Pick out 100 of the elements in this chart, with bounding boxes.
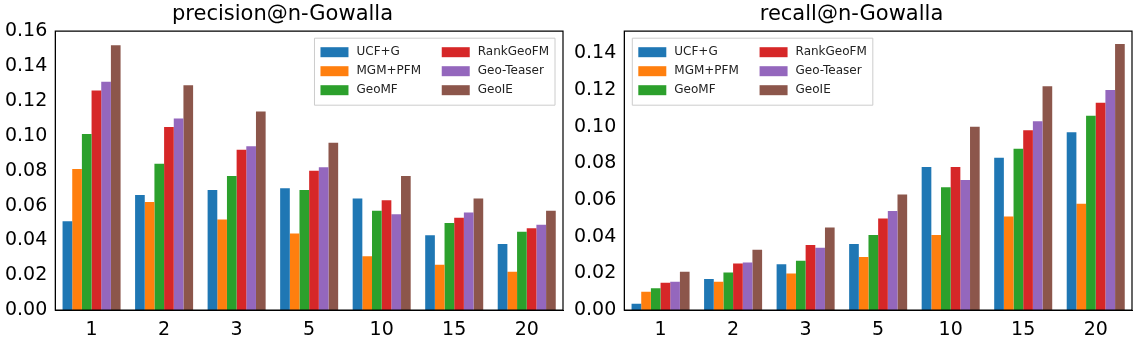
legend-label: Geo-Teaser [477,63,544,78]
bar [91,90,102,311]
legend-label: GeoMF [674,82,716,97]
bar [72,168,82,311]
bar [381,200,392,311]
bar [526,228,537,311]
y-tick-label: 0.12 [573,76,617,99]
x-tick-label: 1 [654,316,667,339]
bar [752,249,763,311]
x-tick-label: 15 [442,316,467,339]
bar [318,167,329,311]
legend-label: UCF+G [356,44,400,59]
y-tick-label: 0.12 [4,87,48,110]
y-tick-label: 0.08 [4,157,48,180]
bar [425,235,435,311]
bar [154,163,165,311]
bar [372,210,382,311]
bar [391,214,402,311]
x-tick-label: 20 [1083,316,1108,339]
bar [280,188,290,311]
legend-label: UCF+G [674,44,718,59]
bar [217,219,227,311]
bar [463,212,474,311]
bar [776,264,787,311]
bar [309,170,319,311]
y-tick-label: 0.14 [573,40,617,63]
bar [164,127,174,311]
bar [507,271,518,311]
chart-title: recall@n-Gowalla [759,1,944,26]
bar [815,247,825,311]
bar [81,134,92,311]
bar [362,256,373,311]
bar [1076,203,1087,311]
legend-label: Geo-Teaser [795,63,862,78]
x-tick-label: 15 [1011,316,1036,339]
legend-label: RankGeoFM [477,44,549,59]
bar [299,189,310,311]
bar [1066,132,1077,311]
bar [328,142,339,311]
y-tick-label: 0.06 [573,187,617,210]
bar [226,175,237,311]
bar [497,243,508,311]
bar [868,234,879,311]
bar [931,234,942,311]
bar [536,224,547,311]
bar [546,210,556,311]
bar [101,81,111,311]
bar [704,279,714,311]
bar [650,288,661,311]
bar [887,211,898,311]
bar [289,233,300,311]
chart-title: precision@n-Gowalla [171,1,394,26]
bar [670,281,680,311]
bar [401,175,411,311]
bar [897,194,908,311]
bar [824,227,835,311]
bar [1042,86,1053,311]
x-tick-label: 20 [514,316,539,339]
x-tick-label: 10 [369,316,394,339]
bar [352,198,363,311]
bar [1023,130,1033,311]
legend-label: RankGeoFM [795,44,867,59]
bar [805,245,816,311]
bar [849,244,859,311]
bar [994,157,1004,311]
y-tick-label: 0.08 [573,150,617,173]
bar [246,146,256,311]
bar [236,149,247,311]
x-tick-label: 5 [303,316,316,339]
bar [795,260,806,311]
y-tick-label: 0.00 [4,297,48,320]
bar [858,256,869,311]
bar [135,195,145,311]
bar [960,179,971,311]
bar [1032,121,1043,311]
bar [144,202,155,311]
bar [723,272,734,311]
bar [921,167,932,311]
bar [713,281,724,311]
x-tick-label: 3 [230,316,243,339]
x-tick-label: 10 [938,316,963,339]
bar [679,271,690,311]
bar [454,217,464,311]
y-tick-label: 0.00 [573,297,617,320]
legend-label: MGM+PFM [356,63,422,78]
bar [1013,148,1024,311]
bar [786,273,796,311]
legend-label: MGM+PFM [674,63,739,78]
bar [1105,89,1116,311]
x-tick-label: 1 [85,316,98,339]
y-tick-label: 0.02 [4,262,48,285]
bar [517,231,527,311]
y-tick-label: 0.02 [573,260,617,283]
bar [434,264,445,311]
bar [1003,216,1014,311]
bar [742,262,753,311]
bar [970,126,980,311]
legend-label: GeoMF [356,82,398,97]
bar [1115,44,1125,311]
bar [173,118,184,311]
